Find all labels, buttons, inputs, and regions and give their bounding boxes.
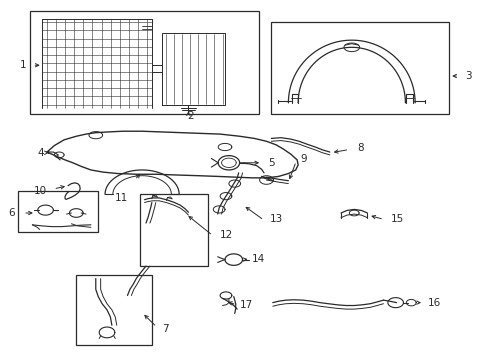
Text: 6: 6 <box>9 208 15 218</box>
Text: 12: 12 <box>220 230 233 239</box>
Text: 16: 16 <box>427 298 440 308</box>
Text: 17: 17 <box>239 300 252 310</box>
Text: 2: 2 <box>187 111 194 121</box>
Text: 13: 13 <box>269 215 283 224</box>
Text: 9: 9 <box>300 154 306 164</box>
Text: 15: 15 <box>390 215 403 224</box>
Text: 14: 14 <box>252 254 265 264</box>
Bar <box>30 12 259 114</box>
Bar <box>271 22 448 114</box>
Text: 8: 8 <box>357 143 364 153</box>
Text: 1: 1 <box>20 60 26 70</box>
Bar <box>76 275 152 345</box>
Text: 4: 4 <box>37 148 44 158</box>
Text: 5: 5 <box>267 158 274 168</box>
Bar <box>18 191 98 232</box>
Text: 11: 11 <box>115 193 128 203</box>
Text: 7: 7 <box>162 324 169 334</box>
Text: 10: 10 <box>34 186 47 196</box>
Text: 3: 3 <box>464 71 470 81</box>
Bar <box>140 194 207 266</box>
